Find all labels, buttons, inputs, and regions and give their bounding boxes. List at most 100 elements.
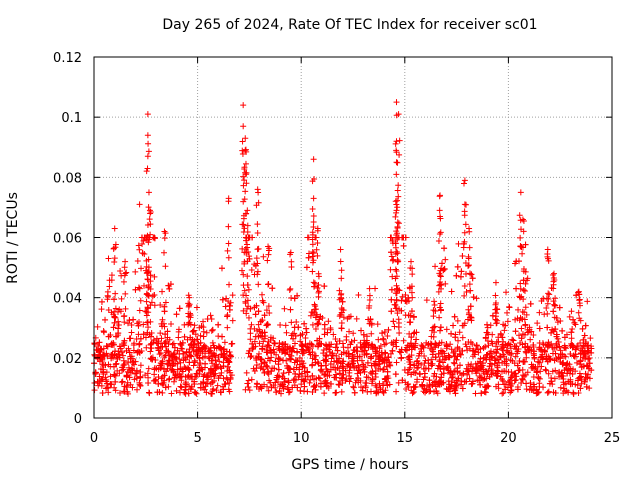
data-point — [465, 253, 472, 260]
data-point — [158, 360, 165, 367]
data-point — [533, 386, 540, 393]
data-point — [136, 379, 143, 386]
data-point — [155, 340, 162, 347]
data-point — [337, 246, 344, 253]
data-point — [127, 381, 134, 388]
data-point — [293, 364, 300, 371]
data-point — [515, 345, 522, 352]
data-point — [200, 384, 207, 391]
data-point — [161, 228, 168, 235]
data-point — [393, 388, 400, 395]
data-point — [409, 390, 416, 397]
data-point — [100, 329, 107, 336]
data-point — [507, 345, 514, 352]
data-point — [517, 189, 524, 196]
data-point — [409, 265, 416, 272]
data-point — [368, 388, 375, 395]
data-point — [355, 292, 362, 299]
data-point — [225, 254, 232, 261]
data-point — [194, 352, 201, 359]
data-point — [310, 156, 317, 163]
data-point — [309, 268, 316, 275]
data-point — [511, 377, 518, 384]
data-point — [304, 344, 311, 351]
data-point — [271, 340, 278, 347]
data-point — [399, 293, 406, 300]
data-point — [197, 360, 204, 367]
data-point — [461, 208, 468, 215]
data-point — [282, 322, 289, 329]
data-point — [281, 378, 288, 385]
data-point — [129, 367, 136, 374]
data-point — [461, 177, 468, 184]
data-point — [145, 256, 152, 263]
data-point — [565, 378, 572, 385]
data-point — [327, 360, 334, 367]
data-point — [394, 257, 401, 264]
data-point — [98, 298, 105, 305]
data-point — [316, 375, 323, 382]
data-point — [383, 363, 390, 370]
data-point — [136, 349, 143, 356]
data-point — [436, 207, 443, 214]
data-point — [366, 302, 373, 309]
data-point — [408, 289, 415, 296]
data-point — [558, 372, 565, 379]
data-point — [458, 268, 465, 275]
data-point — [260, 253, 267, 260]
data-point — [555, 354, 562, 361]
data-point — [582, 339, 589, 346]
data-point — [220, 386, 227, 393]
data-point — [245, 314, 252, 321]
data-point — [502, 381, 509, 388]
data-point — [332, 336, 339, 343]
data-point — [517, 314, 524, 321]
data-point — [369, 375, 376, 382]
data-point — [140, 321, 147, 328]
data-point — [358, 327, 365, 334]
data-point — [378, 349, 385, 356]
data-point — [522, 280, 529, 287]
data-point — [461, 201, 468, 208]
data-point — [309, 259, 316, 266]
data-point — [320, 350, 327, 357]
data-point — [459, 385, 466, 392]
data-point — [326, 372, 333, 379]
data-point — [164, 365, 171, 372]
data-point — [101, 351, 108, 358]
data-point — [146, 236, 153, 243]
data-point — [124, 368, 131, 375]
data-point — [280, 385, 287, 392]
data-point — [190, 327, 197, 334]
data-point — [338, 275, 345, 282]
data-point — [331, 358, 338, 365]
data-point — [586, 354, 593, 361]
data-point — [336, 381, 343, 388]
data-point — [551, 276, 558, 283]
data-point — [425, 383, 432, 390]
data-point — [561, 334, 568, 341]
data-point — [99, 390, 106, 397]
data-point — [229, 292, 236, 299]
data-point — [119, 352, 126, 359]
data-point — [118, 295, 125, 302]
data-point — [103, 342, 110, 349]
data-point — [145, 380, 152, 387]
data-point — [489, 331, 496, 338]
data-point — [410, 314, 417, 321]
data-point — [242, 160, 249, 167]
data-point — [186, 294, 193, 301]
data-point — [362, 340, 369, 347]
data-point — [433, 388, 440, 395]
data-point — [150, 234, 157, 241]
data-point — [346, 328, 353, 335]
data-point — [161, 249, 168, 256]
data-point — [303, 264, 310, 271]
data-point — [315, 273, 322, 280]
data-point — [470, 294, 477, 301]
data-point — [344, 344, 351, 351]
data-point — [451, 313, 458, 320]
data-point — [436, 304, 443, 311]
data-point — [129, 359, 136, 366]
data-point — [147, 318, 154, 325]
